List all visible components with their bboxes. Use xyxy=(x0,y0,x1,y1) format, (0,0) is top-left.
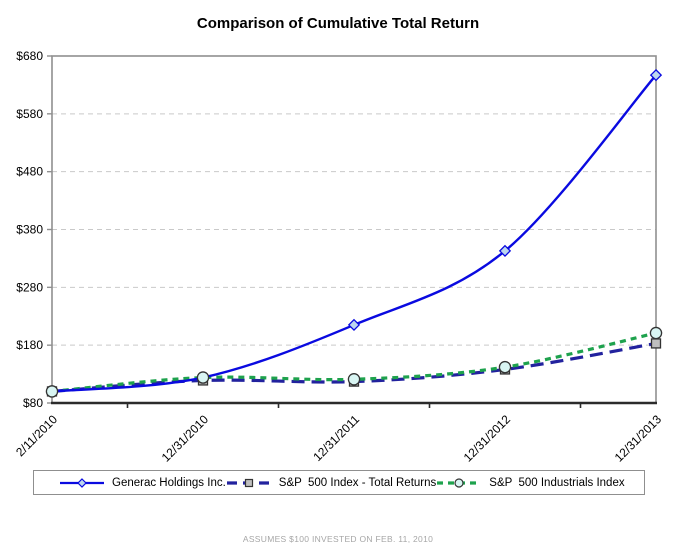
legend-marker-diamond-icon xyxy=(77,477,87,488)
marker-diamond-icon xyxy=(649,68,663,82)
x-tick-label: 12/31/2012 xyxy=(461,412,514,465)
marker-circle-icon xyxy=(196,371,210,384)
legend: Generac Holdings Inc. S&P 500 Index - To… xyxy=(33,470,645,495)
legend-item-sp500-total-returns: S&P 500 Index - Total Returns xyxy=(226,476,436,490)
marker-diamond-icon xyxy=(347,318,361,332)
footnote-line: ASSUMES $100 INVESTED ON FEB. 11, 2010 xyxy=(242,534,434,544)
y-tick-label: $680 xyxy=(16,49,43,63)
y-tick-label: $580 xyxy=(16,107,43,121)
marker-diamond-icon xyxy=(498,244,512,258)
legend-item-label: S&P 500 Industrials Index xyxy=(489,476,625,489)
legend-item-label: Generac Holdings Inc. xyxy=(112,476,226,489)
legend-item-label: S&P 500 Index - Total Returns xyxy=(278,476,437,489)
chart-title: Comparison of Cumulative Total Return xyxy=(196,15,480,32)
legend-item-generac: Generac Holdings Inc. xyxy=(59,476,226,490)
legend-item-sp500-industrials: S&P 500 Industrials Index xyxy=(436,476,625,490)
series-line-0 xyxy=(51,74,657,393)
chart-footnotes: ASSUMES $100 INVESTED ON FEB. 11, 2010 A… xyxy=(0,499,676,554)
y-tick-label: $480 xyxy=(16,165,43,179)
marker-circle-icon xyxy=(498,360,512,374)
legend-swatch-generac-line-diamond-icon xyxy=(60,477,104,488)
x-tick-label: 2/11/2010 xyxy=(13,412,60,459)
legend-swatch-sp500-dash-square-icon xyxy=(226,478,271,487)
x-tick-label: 12/31/2010 xyxy=(159,412,212,465)
y-tick-label: $80 xyxy=(23,396,43,410)
marker-circle-icon xyxy=(347,373,361,386)
legend-swatch-industrials-dash-circle-icon xyxy=(437,477,482,488)
x-tick-label: 12/31/2011 xyxy=(310,412,362,464)
legend-marker-square-icon xyxy=(244,478,253,487)
plot-area: $80 $180 $280 $380 $480 $580 $680 2/11/2010 12/3… xyxy=(13,49,665,465)
y-tick-label: $180 xyxy=(16,338,43,352)
marker-circle-icon xyxy=(45,385,59,398)
y-tick-label: $280 xyxy=(16,280,43,294)
marker-square-icon xyxy=(650,338,662,349)
legend-marker-circle-icon xyxy=(454,477,464,488)
marker-circle-icon xyxy=(649,326,663,340)
x-tick-label: 12/31/2013 xyxy=(612,412,665,465)
y-tick-label: $380 xyxy=(16,223,43,237)
